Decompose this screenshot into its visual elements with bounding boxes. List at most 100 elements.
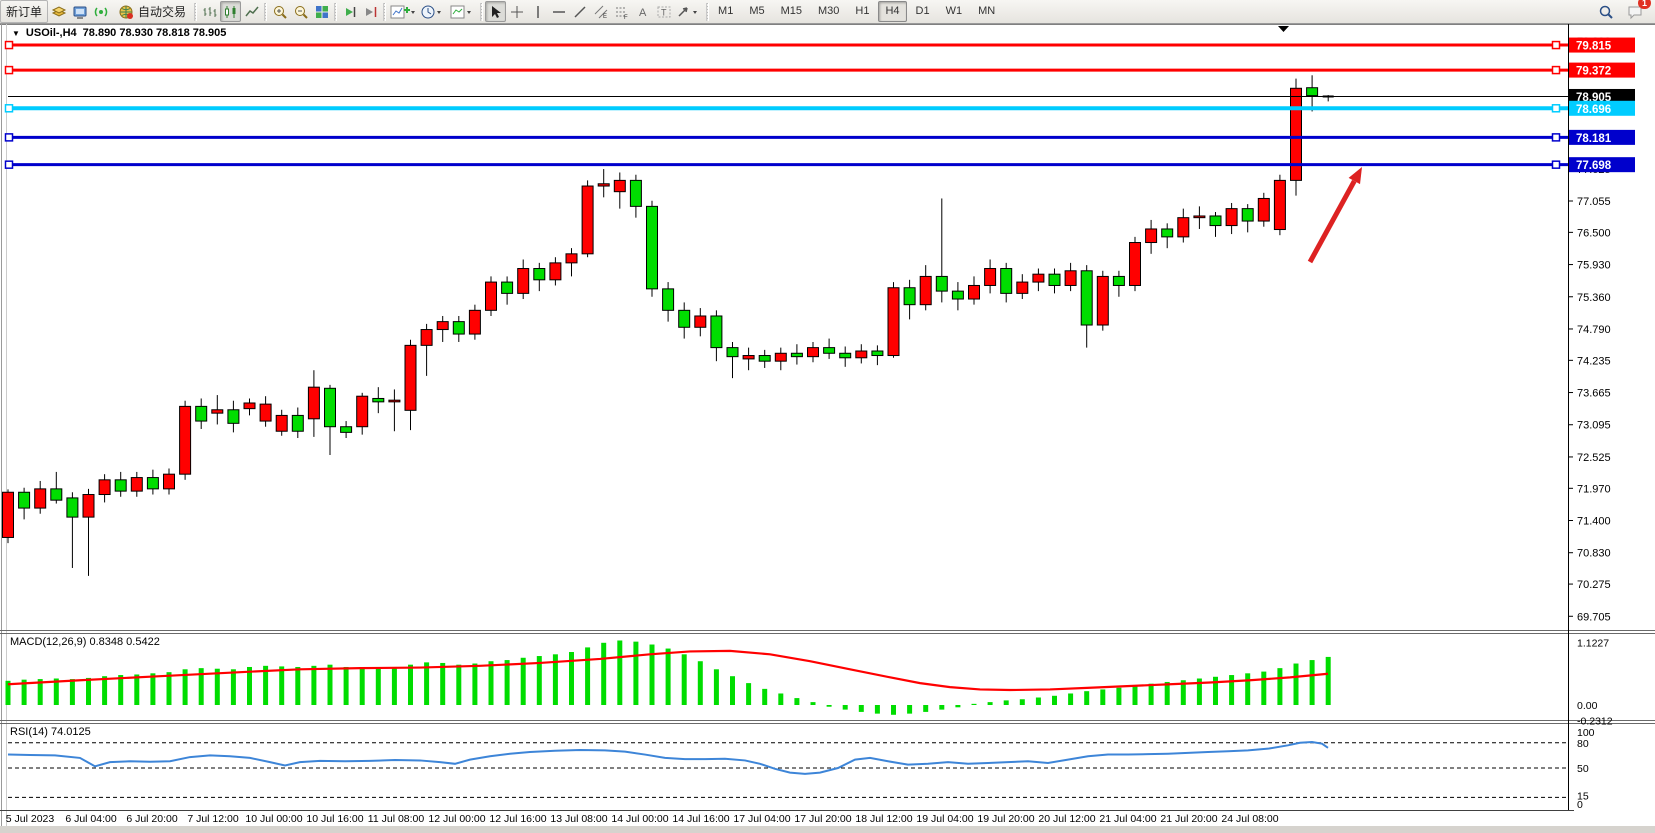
signal-icon[interactable] <box>90 1 111 22</box>
horizontal-line-icon[interactable] <box>548 1 569 22</box>
candle-body <box>34 488 47 509</box>
candle-body <box>436 321 449 331</box>
macd-histogram-bar <box>391 666 397 705</box>
zoom-in-icon[interactable] <box>269 1 290 22</box>
price-tick-label: 71.400 <box>1577 516 1611 528</box>
timeframe-m30[interactable]: M30 <box>818 5 840 17</box>
new-order-button[interactable]: 新订单 <box>0 0 49 23</box>
line-handle[interactable] <box>1551 65 1561 75</box>
macd-histogram-bar <box>858 705 864 712</box>
autotrading-button[interactable]: 自动交易 <box>111 0 192 23</box>
fibonacci-icon[interactable]: F <box>611 1 632 22</box>
timeframe-m5[interactable]: M5 <box>749 5 765 17</box>
candle-body <box>823 347 836 354</box>
candlestick-chart-icon[interactable] <box>220 1 242 22</box>
chevron-down-icon[interactable]: ▼ <box>12 28 20 38</box>
macd-histogram-bar <box>697 661 703 705</box>
macd-histogram-bar <box>569 652 574 705</box>
main-toolbar: 新订单 自动交易 <box>0 0 1655 24</box>
macd-histogram-bar <box>247 666 252 705</box>
timeframe-m1[interactable]: M1 <box>718 5 734 17</box>
rsi-scale-label: 0 <box>1577 799 1583 811</box>
macd-histogram-bar <box>649 644 655 705</box>
candle-body <box>871 350 884 357</box>
bar-chart-icon[interactable] <box>199 1 220 22</box>
candle-body <box>404 344 417 411</box>
candle-body <box>807 347 819 358</box>
vertical-line-icon[interactable] <box>527 1 548 22</box>
chart-window[interactable]: 79.89079.32078.75078.19577.62577.05576.5… <box>0 24 1655 833</box>
candle-body <box>1048 273 1061 286</box>
trend-arrow-head[interactable] <box>1348 167 1362 185</box>
trendline-icon[interactable] <box>569 1 590 22</box>
periods-icon[interactable] <box>418 1 448 22</box>
timeframe-mn[interactable]: MN <box>978 5 996 17</box>
rsi-scale-label: 80 <box>1577 738 1589 750</box>
tile-windows-icon[interactable] <box>311 1 332 22</box>
timeframe-m15[interactable]: M15 <box>780 5 802 17</box>
time-label: 19 Jul 04:00 <box>916 813 973 825</box>
macd-histogram-bar <box>343 666 349 705</box>
line-handle[interactable] <box>1551 104 1561 113</box>
line-handle[interactable] <box>1551 160 1561 169</box>
line-handle[interactable] <box>4 65 14 75</box>
text-label-icon[interactable]: T <box>653 1 674 22</box>
candle-body <box>340 426 353 433</box>
chart-title: ▼ USOil-,H4 78.890 78.930 78.818 78.905 <box>12 27 226 39</box>
line-handle[interactable] <box>4 160 14 169</box>
timeframe-d1[interactable]: D1 <box>915 5 930 17</box>
price-tick-label: 70.275 <box>1577 579 1611 591</box>
time-label: 14 Jul 16:00 <box>672 813 729 825</box>
macd-histogram-bar <box>585 647 591 705</box>
macd-histogram-bar <box>633 641 639 705</box>
equidistant-channel-icon[interactable]: E <box>590 1 611 22</box>
price-tick-label: 69.705 <box>1577 611 1611 623</box>
candle-body <box>1032 273 1045 283</box>
timeframe-h4[interactable]: H4 <box>878 1 907 22</box>
autoscroll-icon[interactable] <box>339 1 360 22</box>
candle-body <box>1290 87 1302 181</box>
candle-body <box>275 414 288 432</box>
macd-histogram-bar <box>874 705 880 714</box>
terminal-icon[interactable] <box>69 1 90 22</box>
layers-icon[interactable] <box>48 1 69 22</box>
zoom-out-icon[interactable] <box>290 1 311 22</box>
line-handle[interactable] <box>4 40 14 50</box>
bar-shift-marker[interactable] <box>1278 26 1289 32</box>
svg-text:F: F <box>624 15 628 20</box>
line-handle[interactable] <box>4 133 14 142</box>
price-badge <box>1569 62 1635 78</box>
macd-histogram-bar <box>53 678 59 705</box>
line-chart-icon[interactable] <box>241 1 262 22</box>
candle-body <box>1193 215 1206 219</box>
indicators-icon[interactable] <box>388 1 418 22</box>
rsi-scale-label: 15 <box>1577 790 1589 802</box>
time-label: 24 Jul 08:00 <box>1221 813 1278 825</box>
timeframe-h1[interactable]: H1 <box>855 5 870 17</box>
chat-icon[interactable]: 1 <box>1624 0 1651 22</box>
arrows-tool-icon[interactable] <box>674 1 704 22</box>
cursor-icon[interactable] <box>485 1 507 22</box>
macd-histogram-bar <box>69 679 75 705</box>
templates-icon[interactable] <box>448 1 478 22</box>
macd-histogram-bar <box>1277 668 1283 705</box>
candle-body <box>1177 217 1190 238</box>
macd-histogram-bar <box>842 705 848 710</box>
search-icon[interactable] <box>1595 1 1616 22</box>
text-icon[interactable]: A <box>632 1 653 22</box>
time-label: 21 Jul 04:00 <box>1099 813 1156 825</box>
chart-canvas[interactable]: 79.89079.32078.75078.19577.62577.05576.5… <box>0 24 1655 833</box>
timeframe-w1[interactable]: W1 <box>945 5 963 17</box>
macd-histogram-bar <box>440 662 446 705</box>
candle-body <box>1096 275 1109 326</box>
rsi-scale-label: 100 <box>1577 727 1595 739</box>
crosshair-icon[interactable] <box>506 1 527 22</box>
time-label: 17 Jul 20:00 <box>794 813 851 825</box>
chart-shift-icon[interactable] <box>360 1 381 22</box>
line-handle[interactable] <box>4 104 14 113</box>
macd-histogram-bar <box>1196 678 1202 705</box>
trend-arrow[interactable] <box>1307 179 1357 264</box>
line-handle[interactable] <box>1551 40 1561 50</box>
line-handle[interactable] <box>1551 133 1561 142</box>
